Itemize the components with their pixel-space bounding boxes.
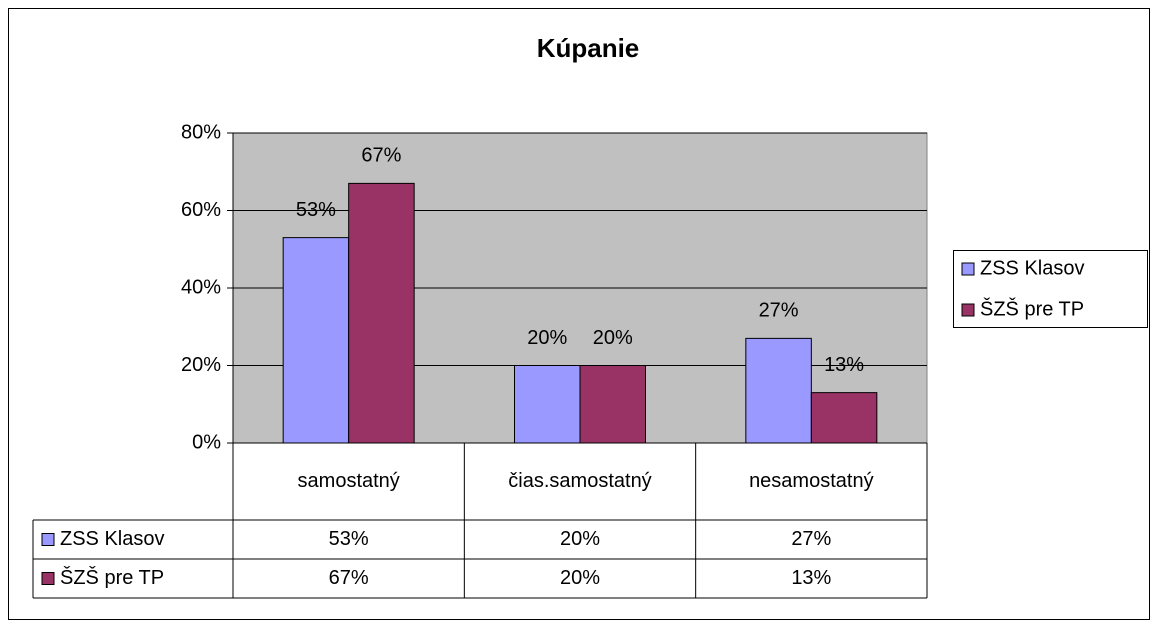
y-tick-label: 0% [192, 431, 221, 453]
y-tick-label: 60% [181, 199, 221, 221]
table-row-label: ŠZŠ pre TP [60, 566, 164, 589]
data-label: 27% [759, 300, 799, 322]
y-tick-label: 80% [181, 121, 221, 143]
chart-title: Kúpanie [537, 33, 640, 63]
data-label: 20% [593, 327, 633, 349]
table-cell: 20% [560, 528, 600, 550]
y-tick-label: 20% [181, 354, 221, 376]
legend [953, 250, 1148, 328]
bar [282, 237, 350, 444]
x-tick-label: samostatný [298, 470, 400, 492]
legend-label: ZSS Klasov [980, 257, 1084, 279]
table-legend-key [41, 572, 55, 585]
legend-key [961, 262, 975, 276]
data-label: 67% [361, 145, 401, 167]
data-label: 13% [824, 354, 864, 376]
table-cell: 53% [329, 528, 369, 550]
bar [348, 182, 415, 444]
y-tick-label: 40% [181, 276, 221, 298]
data-label: 53% [296, 199, 336, 221]
x-tick-label: nesamostatný [749, 470, 874, 492]
table-cell: 27% [791, 528, 831, 550]
legend-key [961, 303, 975, 317]
table-row-label: ZSS Klasov [60, 528, 164, 550]
bar [514, 365, 581, 444]
legend-label: ŠZŠ pre TP [980, 297, 1084, 320]
table-cell: 13% [791, 567, 831, 589]
bar [745, 337, 812, 444]
table-legend-key [41, 533, 55, 546]
bar [810, 392, 878, 444]
table-cell: 20% [560, 567, 600, 589]
bar [579, 365, 646, 444]
data-label: 20% [527, 327, 567, 349]
table-cell: 67% [329, 567, 369, 589]
x-tick-label: čias.samostatný [508, 470, 651, 492]
